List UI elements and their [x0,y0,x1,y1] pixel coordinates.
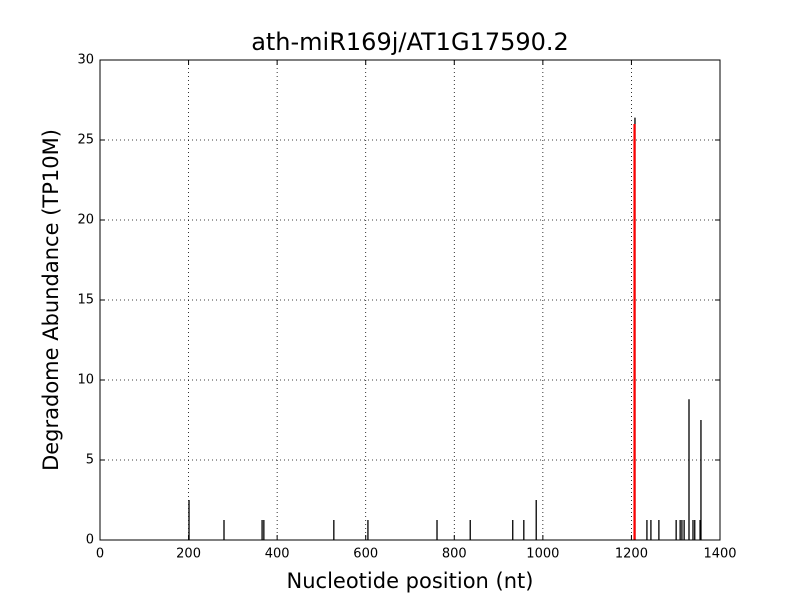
y-tick-label: 20 [77,213,94,228]
y-axis-label: Degradome Abundance (TP10M) [39,129,63,471]
y-tick-label: 25 [77,133,94,148]
y-tick-label: 15 [77,293,94,308]
x-axis-label: Nucleotide position (nt) [287,569,534,593]
x-tick-label: 800 [442,547,467,562]
y-tick-label: 30 [77,53,94,68]
x-tick-label: 1200 [615,547,648,562]
y-tick-label: 0 [86,533,94,548]
y-tick-label: 5 [86,453,94,468]
x-tick-label: 1000 [526,547,559,562]
x-tick-label: 400 [265,547,290,562]
x-tick-label: 200 [176,547,201,562]
x-tick-label: 1400 [703,547,736,562]
y-tick-label: 10 [77,373,94,388]
plot-area: 0 200 400 600 800 1000 1200 1400 0 5 10 15 20 25 30 [77,53,736,562]
chart-title: ath-miR169j/AT1G17590.2 [251,28,569,56]
x-tick-label: 0 [96,547,104,562]
x-tick-label: 600 [353,547,378,562]
plot-frame [99,59,721,541]
